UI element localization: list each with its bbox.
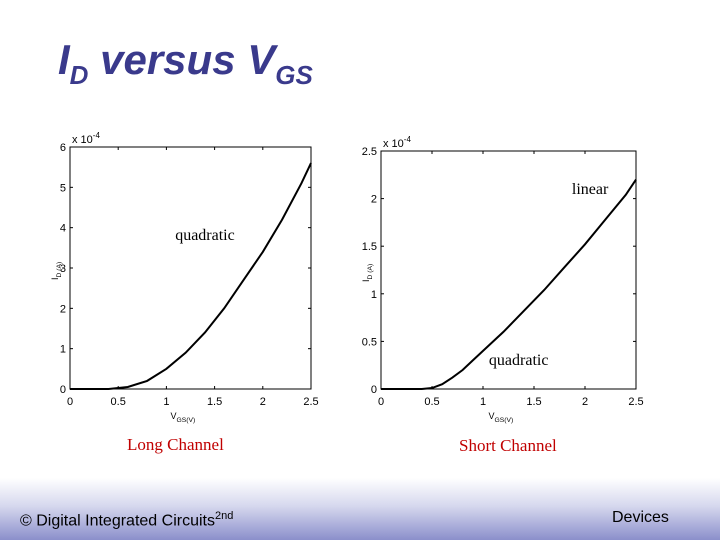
plot-frame: [69, 146, 312, 390]
x-tick-label: 0.5: [424, 396, 439, 408]
footer-edition: 2nd: [214, 510, 234, 522]
title-mid: versus V: [88, 36, 276, 83]
y-tick-label: 4: [60, 223, 66, 235]
exponent-label: x 10-4: [72, 131, 100, 146]
y-tick-label: 2: [60, 303, 66, 315]
short-channel-caption: Short Channel: [459, 436, 557, 455]
chart-area: 0 0.5 1 1.5 2 2.5 0 1 2 3 4 5 6 x 10-4 VGS(V) ID (A) qua…: [50, 131, 644, 424]
annotation-label: quadratic: [175, 227, 235, 244]
x-tick-label: 1.5: [207, 396, 222, 408]
footer-copyright: © Digital Integrated Circuits2nd: [20, 510, 233, 530]
long-channel-chart: 0 0.5 1 1.5 2 2.5 0 1 2 3 4 5 6 x 10-4 VGS(V) ID (A) qua…: [50, 131, 319, 424]
footer-copyright-text: © Digital Integrated Circuits: [20, 512, 215, 530]
x-tick-label: 2.5: [303, 396, 318, 408]
footer-bar: [0, 478, 720, 540]
annotation-label: quadratic: [489, 352, 549, 369]
title-sub-d: D: [69, 60, 89, 90]
y-tick-label: 0.5: [362, 336, 377, 348]
series-line: [381, 179, 637, 390]
annotation-label: linear: [572, 181, 609, 198]
x-tick-label: 0: [67, 396, 73, 408]
x-tick-label: 1.5: [526, 396, 541, 408]
x-tick-label: 2.5: [628, 396, 643, 408]
y-tick-label: 1: [371, 289, 377, 301]
x-tick-label: 2: [260, 396, 266, 408]
slide-title: ID versus VGS: [58, 36, 313, 91]
x-tick-label: 0: [378, 396, 384, 408]
y-tick-label: 5: [60, 182, 66, 194]
x-tick-label: 2: [582, 396, 588, 408]
y-tick-label: 1: [60, 344, 66, 356]
series-line: [70, 162, 312, 390]
y-tick-label: 6: [60, 142, 66, 154]
plot-frame: [380, 150, 637, 390]
x-tick-label: 1: [480, 396, 486, 408]
y-axis-label: ID (A): [50, 262, 63, 280]
title-main: I: [58, 36, 70, 83]
y-tick-label: 0: [60, 384, 66, 396]
x-tick-label: 1: [163, 396, 169, 408]
y-tick-label: 0: [371, 384, 377, 396]
x-axis-label: VGS(V): [489, 411, 514, 424]
x-axis-label: VGS(V): [171, 411, 196, 424]
long-channel-caption: Long Channel: [127, 435, 224, 454]
y-tick-label: 2.5: [362, 146, 377, 158]
y-tick-label: 1.5: [362, 241, 377, 253]
x-tick-label: 0.5: [111, 396, 126, 408]
y-tick-label: 2: [371, 194, 377, 206]
footer-section: Devices: [612, 509, 669, 526]
y-tick-label: 3: [60, 263, 66, 275]
exponent-label: x 10-4: [383, 135, 411, 150]
title-sub-gs: GS: [275, 60, 313, 90]
short-channel-chart: 0 0.5 1 1.5 2 2.5 0 0.5 1 1.5 2 2.5 x 10-4 VGS(V) ID (…: [361, 135, 644, 424]
y-axis-label: ID (A): [361, 264, 374, 282]
